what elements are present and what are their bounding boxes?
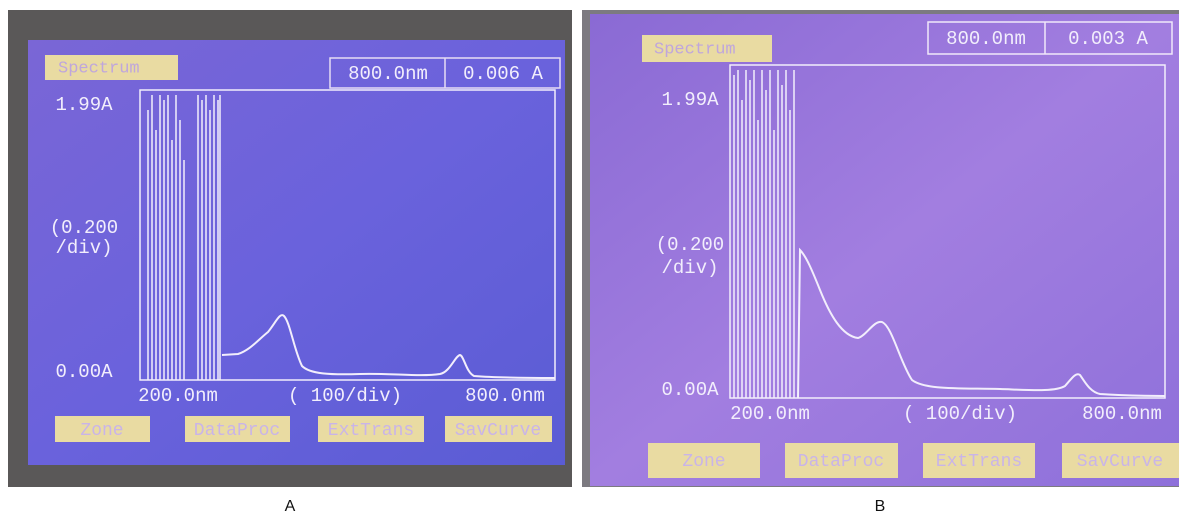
button-label[interactable]: SavCurve bbox=[1077, 452, 1163, 472]
y-scale: /div) bbox=[55, 237, 112, 259]
y-scale: /div) bbox=[661, 257, 718, 279]
wavelength: 800.0nm bbox=[946, 28, 1026, 50]
header: Spectrum bbox=[654, 40, 736, 59]
x-scale: ( 100/div) bbox=[903, 403, 1017, 425]
button-label[interactable]: DataProc bbox=[194, 421, 280, 441]
x-min: 200.0nm bbox=[730, 403, 810, 425]
x-min: 200.0nm bbox=[138, 385, 218, 407]
button-label[interactable]: ExtTrans bbox=[936, 452, 1022, 472]
wavelength: 800.0nm bbox=[348, 63, 428, 85]
y-scale: (0.200 bbox=[50, 217, 118, 239]
button-label[interactable]: Zone bbox=[682, 452, 725, 472]
absorbance: 0.006 A bbox=[463, 63, 543, 85]
y-max: 1.99A bbox=[55, 94, 113, 116]
y-max: 1.99A bbox=[661, 89, 719, 111]
button-label[interactable]: DataProc bbox=[798, 452, 884, 472]
y-scale: (0.200 bbox=[656, 234, 724, 256]
figure: Spectrum 800.0nm 0.006 A 1.99A (0.200 /d… bbox=[0, 0, 1179, 519]
y-min: 0.00A bbox=[55, 361, 113, 383]
caption: A bbox=[285, 498, 296, 515]
x-scale: ( 100/div) bbox=[288, 385, 402, 407]
button-label[interactable]: SavCurve bbox=[455, 421, 541, 441]
panel-b: Spectrum 800.0nm 0.003 A 1.99A (0.200 /d… bbox=[582, 10, 1179, 487]
header: Spectrum bbox=[58, 59, 140, 78]
x-max: 800.0nm bbox=[465, 385, 545, 407]
x-max: 800.0nm bbox=[1082, 403, 1162, 425]
caption: B bbox=[875, 498, 886, 515]
button-label[interactable]: ExtTrans bbox=[328, 421, 414, 441]
y-min: 0.00A bbox=[661, 379, 719, 401]
absorbance: 0.003 A bbox=[1068, 28, 1148, 50]
button-label[interactable]: Zone bbox=[80, 421, 123, 441]
panel-a: Spectrum 800.0nm 0.006 A 1.99A (0.200 /d… bbox=[8, 10, 572, 487]
